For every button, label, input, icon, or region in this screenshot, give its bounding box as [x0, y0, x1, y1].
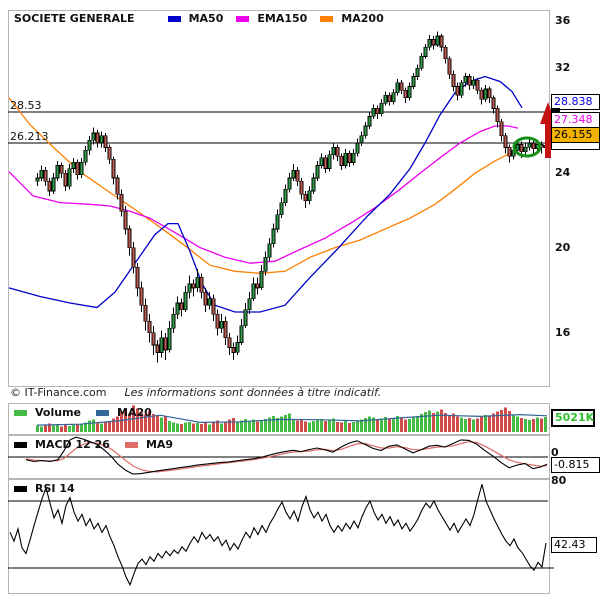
ma200-label: MA200	[341, 12, 384, 25]
ma9-label: MA9	[145, 438, 174, 451]
price-tick-16: 16	[555, 326, 571, 339]
volume-legend: Volume MA20	[14, 406, 152, 419]
ma50-value: 28.838	[554, 95, 593, 108]
rsi-label: RSI 14	[35, 482, 75, 495]
rsi-value: 42.43	[554, 538, 586, 551]
ma50-value-box: 28.838	[551, 94, 600, 110]
last-price-value: 26.155	[554, 128, 593, 141]
support-level-label: 26.213	[10, 130, 49, 143]
rsi-panel	[8, 479, 550, 594]
ema150-value-box: 27.348	[551, 112, 600, 128]
macd-label: MACD 12 26	[35, 438, 110, 451]
ma9-swatch	[124, 441, 138, 448]
volume-value-box: 5021K	[551, 409, 595, 427]
copyright-source: © IT-Finance.com	[10, 386, 107, 399]
ema150-swatch	[236, 15, 250, 22]
rsi-value-box: 42.43	[551, 537, 597, 553]
ma50-label: MA50	[188, 12, 224, 25]
price-tick-20: 20	[555, 241, 571, 254]
rsi-swatch	[14, 485, 27, 492]
ema150-label: EMA150	[257, 12, 308, 25]
macd-value: -0.815	[554, 458, 590, 471]
macd-value-box: -0.815	[551, 457, 600, 473]
ma50-swatch	[167, 15, 181, 22]
copyright-row: © IT-Finance.com Les informations sont do…	[10, 386, 381, 399]
volume-panel	[8, 403, 550, 435]
ma20-swatch	[96, 409, 109, 416]
ema150-value: 27.348	[554, 113, 593, 126]
price-tick-32: 32	[555, 61, 571, 74]
main-chart-panel	[8, 10, 550, 387]
ma20-label: MA20	[117, 406, 152, 419]
price-tick-36: 36	[555, 14, 571, 27]
copyright-disclaimer: Les informations sont données à titre in…	[124, 386, 382, 399]
macd-swatch	[14, 441, 27, 448]
last-price-box: 26.155	[551, 127, 600, 143]
volume-label: Volume	[35, 406, 81, 419]
chart-title: SOCIETE GENERALE	[14, 12, 135, 25]
price-tick-24: 24	[555, 166, 571, 179]
resistance-level-label: 28.53	[10, 99, 42, 112]
empty-axis-box	[551, 142, 600, 150]
macd-zero-label: 0	[551, 446, 559, 459]
rsi-legend: RSI 14	[14, 482, 75, 495]
volume-swatch	[14, 409, 27, 416]
rsi-high-label: 80	[551, 474, 567, 487]
volume-value: 5021K	[555, 411, 595, 424]
main-legend: SOCIETE GENERALE MA50 EMA150 MA200	[14, 12, 384, 25]
level-axis-tick	[551, 108, 560, 112]
macd-legend: MACD 12 26 MA9	[14, 438, 173, 451]
ma200-swatch	[320, 15, 334, 22]
